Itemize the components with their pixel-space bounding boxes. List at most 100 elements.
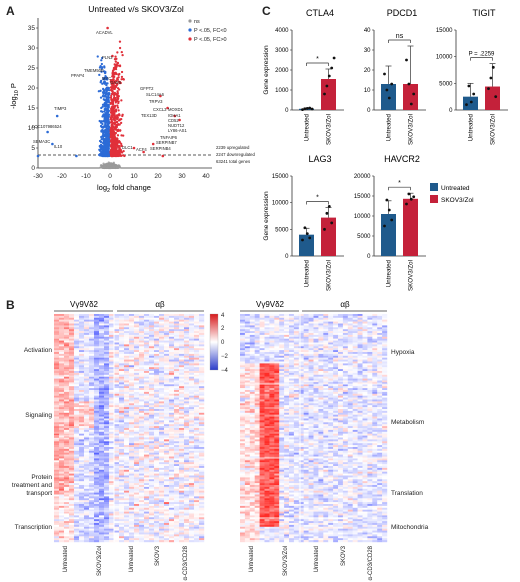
- heatmap-cell: [94, 414, 100, 417]
- volcano-point-up: [113, 81, 117, 85]
- heatmap-cell: [164, 410, 170, 413]
- heatmap-cell: [139, 363, 145, 366]
- heatmap-cell: [79, 416, 85, 419]
- heatmap-cell: [74, 401, 80, 404]
- heatmap-cell: [64, 384, 70, 387]
- volcano-point-up: [115, 146, 118, 149]
- heatmap-cell: [199, 445, 205, 448]
- heatmap-cell: [149, 437, 155, 440]
- heatmap-cell: [174, 424, 180, 427]
- heatmap-cell: [174, 462, 180, 465]
- heatmap-cell: [109, 388, 115, 391]
- heatmap-cell: [179, 331, 185, 334]
- heatmap-cell: [59, 464, 65, 467]
- heatmap-cell: [74, 428, 80, 431]
- heatmap-cell: [144, 361, 150, 364]
- heatmap-cell: [84, 359, 90, 362]
- volcano-point-outlier: [132, 146, 136, 150]
- heatmap-cell: [119, 315, 125, 318]
- heatmap-cell: [69, 331, 75, 334]
- heatmap-cell: [199, 454, 205, 457]
- heatmap-cell: [179, 372, 185, 375]
- heatmap-cell: [84, 353, 90, 356]
- heatmap-cell: [199, 422, 205, 425]
- heatmap-cell: [79, 391, 85, 394]
- heatmap-cell: [89, 384, 95, 387]
- heatmap-cell: [59, 485, 65, 488]
- heatmap-cell: [184, 340, 190, 343]
- heatmap-cell: [194, 460, 200, 463]
- heatmap-cell: [89, 352, 95, 355]
- heatmap-cell: [164, 407, 170, 410]
- heatmap-cell: [94, 338, 100, 341]
- heatmap-cell: [114, 388, 120, 391]
- heatmap-cell: [169, 431, 175, 434]
- gene-label: CXCL3: [153, 107, 167, 112]
- heatmap-cell: [159, 450, 165, 453]
- heatmap-cell: [119, 454, 125, 457]
- heatmap-cell: [119, 431, 125, 434]
- heatmap-cell: [184, 348, 190, 351]
- heatmap-cell: [189, 486, 195, 489]
- heatmap-cell: [64, 445, 70, 448]
- heatmap-cell: [124, 456, 130, 459]
- heatmap-cell: [139, 485, 145, 488]
- heatmap-cell: [139, 338, 145, 341]
- gene-label: NUDT12: [168, 123, 185, 128]
- heatmap-cell: [59, 395, 65, 398]
- heatmap-cell: [124, 488, 130, 491]
- heatmap-cell: [149, 488, 155, 491]
- heatmap-cell: [154, 338, 160, 341]
- heatmap-cell: [199, 391, 205, 394]
- heatmap-cell: [129, 409, 135, 412]
- heatmap-cell: [124, 466, 130, 469]
- heatmap-cell: [169, 352, 175, 355]
- volcano-point-ns: [101, 165, 104, 169]
- heatmap-cell: [94, 369, 100, 372]
- heatmap-cell: [184, 428, 190, 431]
- heatmap-cell: [59, 435, 65, 438]
- heatmap-cell: [124, 367, 130, 370]
- heatmap-cell: [184, 357, 190, 360]
- heatmap-cell: [99, 340, 105, 343]
- heatmap-cell: [99, 452, 105, 455]
- volcano-point-down: [104, 154, 107, 157]
- volcano-point-up: [116, 115, 119, 119]
- heatmap-cell: [79, 359, 85, 362]
- heatmap-cell: [189, 473, 195, 476]
- heatmap-cell: [99, 464, 105, 467]
- heatmap-cell: [54, 346, 60, 349]
- heatmap-cell: [154, 346, 160, 349]
- heatmap-cell: [194, 314, 200, 317]
- heatmap-cell: [124, 441, 130, 444]
- heatmap-cell: [149, 348, 155, 351]
- heatmap-cell: [149, 412, 155, 415]
- heatmap-cell: [139, 422, 145, 425]
- heatmap-cell: [74, 420, 80, 423]
- heatmap-cell: [144, 458, 150, 461]
- heatmap-cell: [194, 407, 200, 410]
- heatmap-cell: [189, 317, 195, 320]
- heatmap-cell: [174, 426, 180, 429]
- heatmap-cell: [119, 458, 125, 461]
- heatmap-cell: [109, 399, 115, 402]
- heatmap-cell: [154, 428, 160, 431]
- heatmap-cell: [139, 315, 145, 318]
- heatmap-cell: [59, 405, 65, 408]
- heatmap-cell: [89, 473, 95, 476]
- heatmap-cell: [139, 458, 145, 461]
- heatmap-cell: [184, 467, 190, 470]
- heatmap-cell: [179, 452, 185, 455]
- heatmap-cell: [74, 365, 80, 368]
- heatmap-cell: [179, 443, 185, 446]
- heatmap-cell: [109, 359, 115, 362]
- heatmap-cell: [129, 363, 135, 366]
- bar-dot: [305, 232, 309, 236]
- heatmap-cell: [139, 466, 145, 469]
- heatmap-cell: [104, 327, 110, 330]
- heatmap-cell: [69, 431, 75, 434]
- heatmap-cell: [94, 443, 100, 446]
- heatmap-cell: [149, 327, 155, 330]
- heatmap-cell: [79, 350, 85, 353]
- heatmap-cell: [149, 399, 155, 402]
